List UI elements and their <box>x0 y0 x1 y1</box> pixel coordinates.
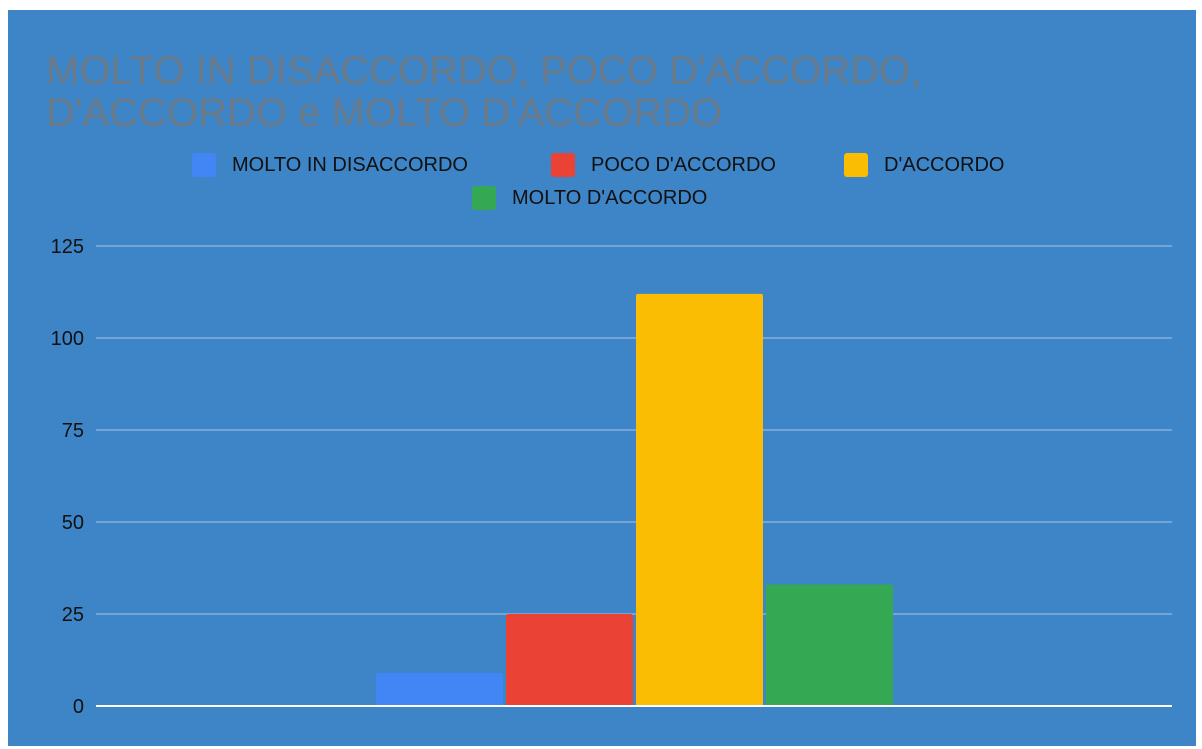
legend-item-d-accordo[interactable]: D'ACCORDO <box>844 153 1005 177</box>
legend-label: POCO D'ACCORDO <box>591 153 776 176</box>
y-tick-label: 75 <box>62 420 84 442</box>
legend-swatch-blue <box>192 153 216 177</box>
legend-swatch-yellow <box>844 153 868 177</box>
chart-title-line-1: MOLTO IN DISACCORDO, POCO D'ACCORDO, <box>46 49 922 93</box>
legend-label: MOLTO D'ACCORDO <box>512 186 708 209</box>
y-tick-label: 25 <box>62 604 84 626</box>
chart-panel: MOLTO IN DISACCORDO, POCO D'ACCORDO, D'A… <box>8 10 1196 746</box>
legend-item-molto-d-accordo[interactable]: MOLTO D'ACCORDO <box>472 186 707 210</box>
bar-d-accordo[interactable] <box>636 293 763 706</box>
legend-label: D'ACCORDO <box>884 153 1005 176</box>
legend-swatch-red <box>551 153 575 177</box>
legend-item-poco-d-accordo[interactable]: POCO D'ACCORDO <box>551 153 776 177</box>
y-tick-label: 50 <box>62 512 84 534</box>
y-tick-label: 100 <box>51 328 84 350</box>
legend-swatch-green <box>472 186 496 210</box>
bar-molto-d-accordo[interactable] <box>766 584 893 706</box>
chart-title-line-2: D'ACCORDO e MOLTO D'ACCORDO <box>46 91 723 135</box>
y-tick-label: 0 <box>73 696 84 718</box>
plot-area: 0 25 50 75 100 125 <box>51 236 1172 718</box>
chart-title: MOLTO IN DISACCORDO, POCO D'ACCORDO, D'A… <box>46 50 1006 134</box>
legend-item-molto-in-disaccordo[interactable]: MOLTO IN DISACCORDO <box>192 153 468 177</box>
y-tick-label: 125 <box>51 236 84 258</box>
legend-label: MOLTO IN DISACCORDO <box>232 153 468 176</box>
y-axis-ticks: 0 25 50 75 100 125 <box>51 236 84 718</box>
bar-molto-in-disaccordo[interactable] <box>376 672 503 706</box>
bar-poco-d-accordo[interactable] <box>506 614 633 706</box>
grid-layer <box>96 245 1172 615</box>
bar-layer <box>376 293 893 706</box>
